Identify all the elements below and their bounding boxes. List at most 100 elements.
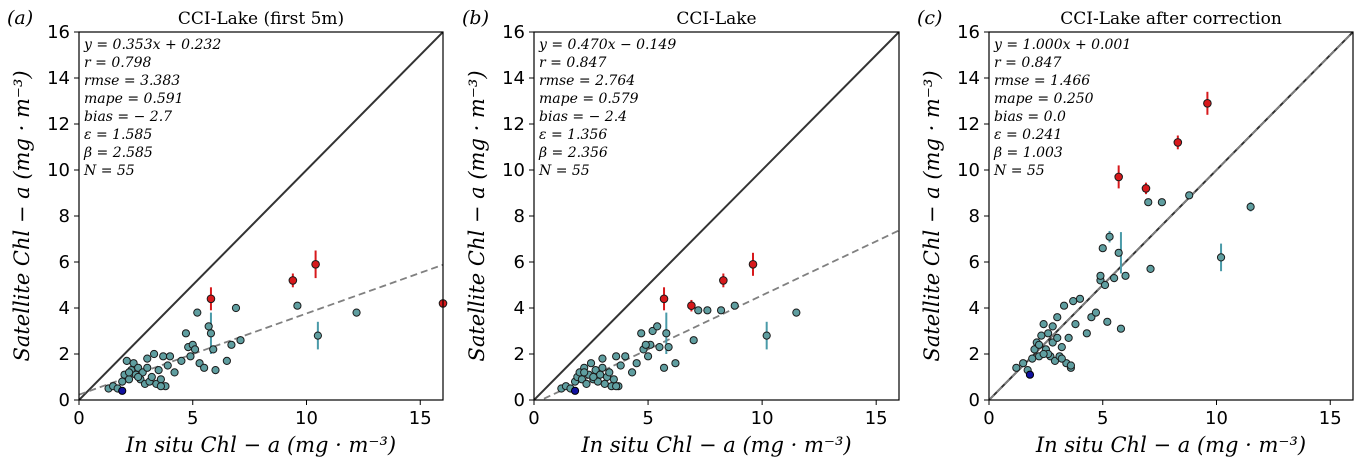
data-point-teal <box>792 308 801 317</box>
data-point-red <box>748 260 758 269</box>
y-tick-label: 2 <box>514 344 525 365</box>
y-tick-label: 12 <box>502 114 525 135</box>
stat-line: ε = 1.585 <box>84 127 152 143</box>
data-point-teal <box>1028 354 1037 363</box>
data-point-teal <box>596 370 605 379</box>
data-point-teal <box>122 356 131 365</box>
y-tick-label: 6 <box>59 252 70 273</box>
y-tick-label: 6 <box>969 252 980 273</box>
stat-line: N = 55 <box>538 163 590 179</box>
y-tick-label: 8 <box>59 206 70 227</box>
stat-line: rmse = 3.383 <box>84 73 180 89</box>
data-point-teal <box>716 306 726 315</box>
x-tick-label: 15 <box>865 408 888 429</box>
panel-2: 0 5 10 15 0 2 4 6 8 10 12 14 16 CCI-Lake (b) y = 0.470x… <box>462 7 900 457</box>
data-point-teal <box>730 301 739 310</box>
panel-1: 0 5 10 15 0 2 4 6 8 10 12 14 16 CCI-Lake (first 5m) (a… <box>7 7 448 457</box>
panel-label: (c) <box>917 7 942 29</box>
x-tick-label: 0 <box>983 408 994 429</box>
x-tick-label: 15 <box>409 408 432 429</box>
fit-line <box>989 32 1353 400</box>
data-point-teal <box>1098 244 1107 253</box>
y-tick-label: 16 <box>502 22 525 43</box>
stat-line: ε = 0.241 <box>994 127 1062 143</box>
data-point-red <box>206 294 216 304</box>
y-tick-label: 10 <box>47 160 70 181</box>
data-point-teal <box>190 345 200 354</box>
x-tick-label: 0 <box>528 408 539 429</box>
data-point-teal <box>211 366 220 375</box>
data-point-teal <box>124 368 134 377</box>
stat-line: r = 0.847 <box>539 55 606 71</box>
data-point-teal <box>605 368 614 377</box>
x-tick-label: 5 <box>642 408 653 429</box>
x-tick-label: 5 <box>1097 408 1108 429</box>
data-point-teal <box>200 363 209 372</box>
y-tick-label: 6 <box>514 252 525 273</box>
data-point-teal <box>1053 333 1062 342</box>
stat-line: β = 2.356 <box>538 145 608 161</box>
data-point-teal <box>1100 280 1110 290</box>
stat-line: N = 55 <box>83 163 135 179</box>
data-point-blue <box>118 386 127 395</box>
stat-line: y = 0.353x + 0.232 <box>83 37 221 53</box>
y-axis-label: Satellite Chl − a (mg · m⁻³) <box>465 70 489 361</box>
y-tick-label: 0 <box>969 390 980 411</box>
data-point-teal <box>118 377 127 386</box>
data-point-teal <box>694 306 703 315</box>
data-point-red <box>659 294 669 304</box>
data-point-teal <box>659 363 669 372</box>
x-tick-label: 10 <box>1205 408 1228 429</box>
stat-line: bias = 0.0 <box>994 109 1066 125</box>
fit-line <box>79 263 443 396</box>
data-point-teal <box>1019 359 1028 368</box>
data-point-teal <box>193 308 202 317</box>
data-point-teal <box>163 361 172 370</box>
stat-line: r = 0.847 <box>994 55 1061 71</box>
data-point-teal <box>1057 354 1066 363</box>
data-point-blue <box>570 386 580 395</box>
y-tick-label: 16 <box>47 22 70 43</box>
data-point-teal <box>1053 313 1062 322</box>
data-point-teal <box>1044 329 1053 338</box>
y-tick-label: 0 <box>514 390 525 411</box>
x-axis-label: In situ Chl − a (mg · m⁻³) <box>1035 433 1306 457</box>
y-tick-label: 16 <box>957 22 980 43</box>
data-point-teal <box>1096 271 1105 280</box>
data-point-teal <box>655 343 664 352</box>
data-point-red <box>1173 138 1183 147</box>
data-point-red <box>687 301 696 311</box>
data-point-teal <box>662 329 671 338</box>
data-point-teal <box>143 354 152 363</box>
stat-line: y = 1.000x + 0.001 <box>993 37 1131 53</box>
stat-line: β = 2.585 <box>83 145 153 161</box>
data-point-teal <box>134 372 143 382</box>
data-point-teal <box>762 331 771 340</box>
stat-line: mape = 0.591 <box>84 91 184 107</box>
data-point-teal <box>1066 361 1076 370</box>
x-axis-label: In situ Chl − a (mg · m⁻³) <box>580 433 851 457</box>
data-point-red <box>288 276 298 285</box>
data-point-teal <box>582 379 591 388</box>
panel-label: (a) <box>7 7 33 29</box>
data-point-teal <box>149 349 159 359</box>
data-point-red <box>719 276 728 285</box>
data-point-teal <box>1071 320 1080 329</box>
data-point-teal <box>177 356 186 365</box>
chart-title: CCI-Lake <box>676 9 756 29</box>
data-point-blue <box>1025 370 1035 379</box>
y-tick-label: 4 <box>514 298 525 319</box>
data-point-teal <box>637 329 646 338</box>
data-point-teal <box>1157 198 1167 207</box>
data-point-teal <box>181 329 191 338</box>
data-point-teal <box>236 336 245 345</box>
data-point-teal <box>1216 253 1226 262</box>
data-point-teal <box>313 331 322 340</box>
x-tick-label: 15 <box>1319 408 1342 429</box>
data-point-teal <box>1012 363 1021 372</box>
data-point-teal <box>612 352 621 361</box>
data-point-red <box>1203 99 1212 108</box>
data-point-teal <box>586 359 596 368</box>
data-point-teal <box>204 322 213 331</box>
data-point-teal <box>143 363 152 372</box>
